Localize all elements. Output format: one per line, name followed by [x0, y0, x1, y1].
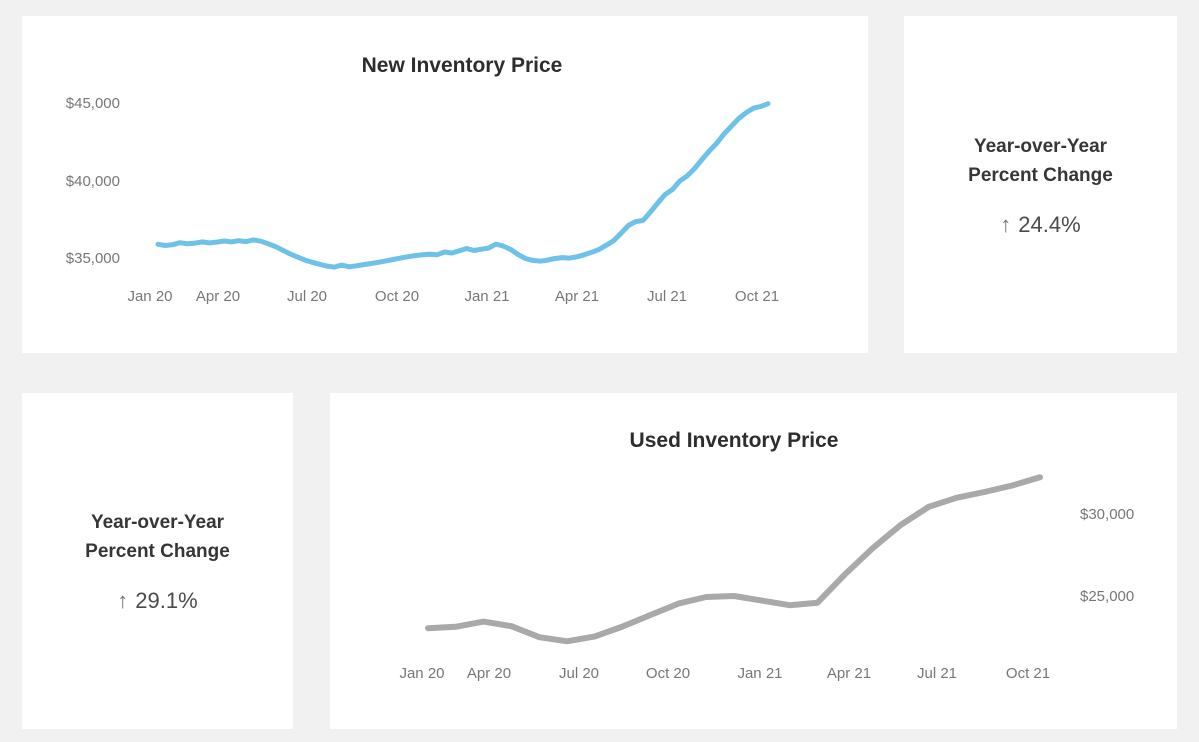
used-yoy-value: ↑ 29.1%: [117, 588, 197, 614]
y-axis-tick-label: $25,000: [1080, 588, 1135, 605]
new-inventory-price-line[interactable]: [155, 101, 771, 270]
up-arrow-icon: ↑: [1000, 211, 1012, 237]
new-inventory-line-chart: [155, 101, 771, 270]
x-axis-tick-label: Jul 21: [646, 288, 688, 305]
used-inventory-line-chart: [425, 474, 1043, 645]
x-axis-tick-label: Jan 20: [399, 665, 445, 682]
used-inventory-price-line[interactable]: [425, 474, 1043, 645]
new-inventory-chart-panel: New Inventory Price Jan 20 Apr 20 Jul 20 Oc…: [22, 16, 868, 353]
y-axis-tick-label: $30,000: [1080, 506, 1135, 523]
x-axis-tick-label: Apr 21: [554, 288, 600, 305]
y-axis-tick-label: $40,000: [65, 172, 120, 190]
x-axis-tick-label: Oct 20: [645, 665, 691, 682]
yoy-heading-line2: Percent Change: [85, 541, 230, 562]
used-yoy-panel: Year-over-Year Percent Change ↑ 29.1%: [22, 393, 293, 729]
x-axis-tick-label: Jan 21: [464, 288, 510, 305]
y-axis-tick-label: $35,000: [65, 250, 120, 267]
x-axis-tick-label: Jul 20: [286, 288, 328, 305]
x-axis-tick-label: Oct 20: [374, 288, 420, 305]
used-inventory-chart-title: Used Inventory Price: [629, 429, 839, 452]
new-yoy-percent: 24.4%: [1018, 211, 1081, 237]
x-axis-tick-label: Apr 20: [195, 288, 241, 305]
used-yoy-percent: 29.1%: [135, 588, 198, 613]
x-axis-tick-label: Apr 20: [466, 665, 512, 682]
x-axis-tick-label: Jul 20: [558, 665, 600, 682]
new-yoy-value: ↑ 24.4%: [1000, 212, 1080, 238]
up-arrow-icon: ↑: [117, 588, 129, 613]
new-inventory-chart-title: New Inventory Price: [361, 54, 563, 77]
yoy-heading: Year-over-Year Percent Change: [85, 508, 230, 566]
x-axis-tick-label: Jan 21: [737, 665, 783, 682]
x-axis-tick-label: Apr 21: [826, 665, 872, 682]
x-axis-tick-label: Jul 21: [916, 665, 958, 682]
x-axis-tick-label: Oct 21: [1005, 665, 1051, 682]
x-axis-tick-label: Jan 20: [127, 288, 173, 305]
used-inventory-chart-panel: Used Inventory Price Jan 20 Apr 20 Jul 20 O…: [330, 393, 1177, 729]
yoy-heading: Year-over-Year Percent Change: [968, 132, 1113, 190]
x-axis-tick-label: Oct 21: [734, 288, 780, 305]
yoy-heading-line1: Year-over-Year: [90, 512, 225, 533]
yoy-heading-line1: Year-over-Year: [973, 135, 1108, 157]
yoy-heading-line2: Percent Change: [968, 164, 1113, 186]
y-axis-tick-label: $45,000: [65, 95, 120, 112]
new-yoy-panel: Year-over-Year Percent Change ↑ 24.4%: [904, 16, 1177, 353]
